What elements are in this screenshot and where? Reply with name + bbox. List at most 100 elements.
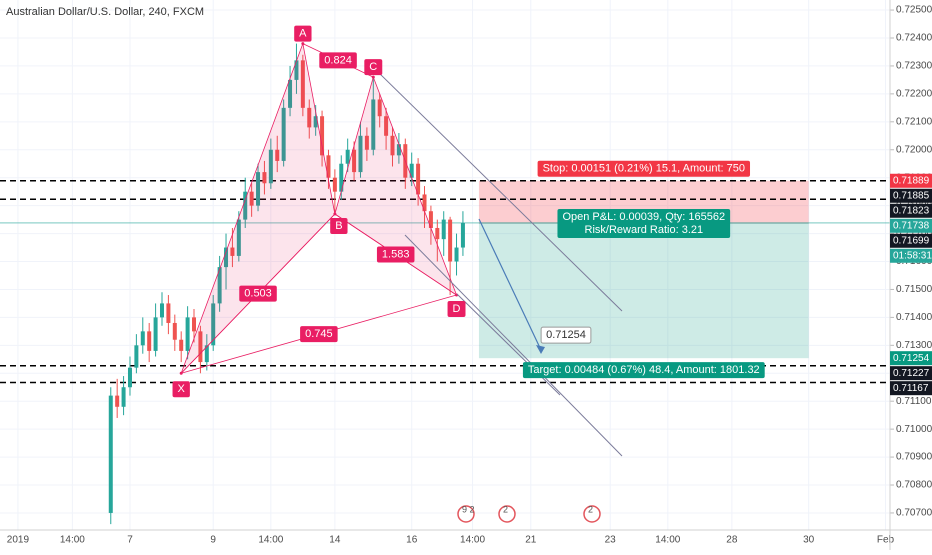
stop-label-bg bbox=[537, 160, 751, 177]
price-tag bbox=[890, 173, 932, 188]
candle-body bbox=[384, 116, 389, 136]
projection-arrow bbox=[478, 218, 542, 351]
price-tag-text: 0.71889 bbox=[893, 175, 930, 186]
candle-body bbox=[211, 303, 216, 346]
pattern-label: A bbox=[294, 25, 312, 42]
price-tag-text: 0.71227 bbox=[893, 368, 930, 379]
ratio-label-bg bbox=[239, 285, 277, 302]
pattern-label-text: A bbox=[299, 27, 307, 39]
price-tag bbox=[890, 218, 932, 233]
trend-line bbox=[377, 71, 623, 312]
candle-body bbox=[345, 149, 350, 164]
candle-body bbox=[256, 172, 261, 206]
price-tag-text: 0.71699 bbox=[893, 235, 930, 246]
y-tick-label: 0.71300 bbox=[896, 340, 932, 351]
y-tick-label: 0.72500 bbox=[896, 5, 932, 16]
candle-body bbox=[281, 107, 286, 161]
candle-body bbox=[166, 303, 171, 323]
price-tag bbox=[890, 366, 932, 381]
ratio-label-text: 0.745 bbox=[305, 328, 333, 340]
candle-body bbox=[416, 163, 421, 195]
candle-body bbox=[198, 331, 203, 363]
event-icon[interactable] bbox=[457, 505, 475, 523]
candle-body bbox=[140, 331, 145, 346]
candle-body bbox=[108, 395, 113, 513]
x-tick-label: 14:00 bbox=[60, 535, 85, 546]
pattern-point bbox=[301, 42, 305, 46]
price-tag-text: 0.71254 bbox=[893, 353, 930, 364]
ratio-label-text: 1.583 bbox=[382, 248, 410, 260]
price-tag-text: 0.71167 bbox=[893, 383, 929, 394]
candle-body bbox=[121, 387, 126, 407]
y-tick-label: 0.71700 bbox=[896, 228, 932, 239]
pattern-label-bg bbox=[330, 218, 348, 235]
target-zone bbox=[478, 222, 809, 359]
event-icon[interactable] bbox=[498, 505, 516, 523]
ratio-label-bg bbox=[319, 52, 357, 69]
x-tick-label: 14 bbox=[329, 535, 341, 546]
y-tick-label: 0.72200 bbox=[896, 89, 932, 100]
ratio-label: 1.583 bbox=[376, 246, 415, 263]
candle-body bbox=[243, 191, 248, 220]
target-label: Target: 0.00484 (0.67%) 48.4, Amount: 18… bbox=[522, 362, 765, 379]
price-tag bbox=[890, 351, 932, 366]
pnl-box: Open P&L: 0.00039, Qty: 165562Risk/Rewar… bbox=[557, 208, 731, 238]
price-tag bbox=[890, 233, 932, 248]
y-tick-label: 0.70700 bbox=[896, 508, 932, 519]
candle-body bbox=[454, 247, 459, 262]
price-tag-text: 0.71823 bbox=[893, 205, 930, 216]
candle-body bbox=[377, 99, 382, 117]
target-callout-text: 0.71254 bbox=[546, 329, 586, 341]
stop-label-text: Stop: 0.00151 (0.21%) 15.1, Amount: 750 bbox=[543, 163, 745, 175]
candle-body bbox=[364, 135, 369, 150]
candle-body bbox=[134, 345, 139, 368]
candle-body bbox=[448, 219, 453, 262]
candle-body bbox=[147, 331, 152, 351]
chart-title: Australian Dollar/U.S. Dollar, 240, FXCM bbox=[6, 6, 204, 18]
pattern-label: D bbox=[447, 301, 466, 318]
pnl-text: Open P&L: 0.00039, Qty: 165562 bbox=[562, 211, 725, 223]
candle-body bbox=[204, 345, 209, 363]
candle-body bbox=[153, 317, 158, 351]
candle-body bbox=[300, 60, 305, 108]
candle-body bbox=[159, 303, 164, 318]
candle-body bbox=[390, 135, 395, 156]
candle-body bbox=[236, 219, 241, 256]
x-tick-label: 16 bbox=[406, 535, 418, 546]
candle-body bbox=[352, 149, 357, 173]
candle-body bbox=[217, 267, 222, 304]
y-tick-label: 0.72000 bbox=[896, 144, 932, 155]
x-tick-label: 14:00 bbox=[460, 535, 485, 546]
y-tick-label: 0.72400 bbox=[896, 33, 932, 44]
event-icon[interactable] bbox=[583, 505, 601, 523]
y-tick-label: 0.72300 bbox=[896, 61, 932, 72]
ratio-label-text: 0.824 bbox=[324, 54, 352, 66]
candle-body bbox=[268, 149, 273, 184]
candle-body bbox=[230, 247, 235, 256]
x-tick-label: 23 bbox=[605, 535, 617, 546]
pattern-label-text: B bbox=[335, 220, 342, 232]
candle-body bbox=[460, 222, 465, 248]
target-label-bg bbox=[522, 362, 765, 379]
pattern-label: B bbox=[330, 218, 348, 235]
ratio-label: 0.745 bbox=[300, 326, 338, 343]
candle-body bbox=[224, 247, 229, 268]
pattern-label-bg bbox=[172, 381, 190, 398]
pattern-point bbox=[333, 212, 337, 216]
candle-body bbox=[435, 227, 440, 240]
candle-body bbox=[409, 163, 414, 178]
x-tick-label: 28 bbox=[726, 535, 738, 546]
trend-line bbox=[404, 234, 623, 457]
candle-body bbox=[288, 79, 293, 108]
y-tick-label: 0.72100 bbox=[896, 116, 932, 127]
x-tick-label: 9 bbox=[210, 535, 216, 546]
y-tick-label: 0.70800 bbox=[896, 480, 932, 491]
candle-body bbox=[262, 172, 267, 184]
candle-body bbox=[192, 317, 197, 332]
pattern-label: X bbox=[172, 381, 190, 398]
x-tick-label: 14:00 bbox=[655, 535, 680, 546]
pattern-label-bg bbox=[364, 59, 383, 76]
event-label: 2 bbox=[503, 504, 508, 514]
pnl-bg bbox=[557, 208, 731, 238]
